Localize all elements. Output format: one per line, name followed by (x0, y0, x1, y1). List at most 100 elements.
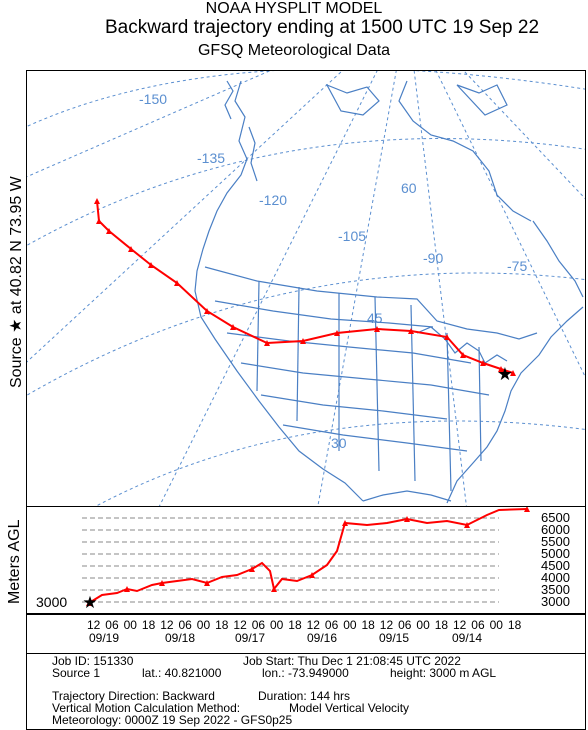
time-tick: 12 (233, 618, 247, 632)
trajectory-marker (309, 572, 315, 578)
west-coast (194, 80, 364, 502)
height-tick-5500: 5500 (541, 534, 570, 549)
state-lines-v1 (256, 280, 260, 392)
time-tick: 00 (489, 618, 503, 632)
time-tick: 18 (361, 618, 375, 632)
great-lakes (416, 326, 508, 364)
height-tick-5000: 5000 (541, 546, 570, 561)
meridian-105 (317, 71, 397, 506)
east-coast (446, 306, 584, 504)
profile-markers (86, 507, 530, 606)
trajectory-marker (264, 340, 270, 346)
time-tick: 00 (270, 618, 284, 632)
date-label-0914: 09/14 (452, 631, 483, 645)
height-tick-6000: 6000 (541, 522, 570, 537)
duration: Duration: 144 hrs (258, 689, 351, 703)
date-label-0919: 09/19 (89, 631, 120, 645)
trajectory-marker (444, 334, 450, 340)
time-tick: 00 (123, 618, 137, 632)
profile-svg: ★ (82, 507, 530, 612)
trajectory-marker (460, 352, 466, 358)
job-start: Job Start: Thu Dec 1 21:08:45 UTC 2022 (243, 654, 461, 668)
lat-label-60: 60 (401, 180, 417, 196)
trajectory-marker (148, 262, 154, 268)
lon-label-150: -150 (139, 91, 167, 107)
time-tick: 00 (416, 618, 430, 632)
coastline-and-borders (194, 80, 584, 504)
trajectory-marker (96, 218, 102, 224)
state-lines-2 (226, 332, 472, 364)
title-line-1: NOAA HYSPLIT MODEL (205, 0, 383, 17)
profile-gridlines (82, 517, 499, 603)
lon-label-135: -135 (197, 150, 225, 166)
trajectory-marker (300, 338, 306, 344)
trajectory-direction: Trajectory Direction: Backward (52, 689, 215, 703)
trajectory-marker (94, 198, 100, 204)
profile-trajectory-line (88, 508, 528, 604)
hudson-bay (398, 80, 532, 222)
height-tick-3000: 3000 (541, 594, 570, 609)
trajectory-marker (174, 280, 180, 286)
trajectory-marker (128, 246, 134, 252)
us-canada-border (204, 266, 538, 340)
time-tick: 12 (453, 618, 467, 632)
height-tick-4500: 4500 (541, 558, 570, 573)
trajectory-marker (124, 586, 130, 592)
time-tick: 12 (87, 618, 101, 632)
time-tick: 18 (141, 618, 156, 632)
parallel-60 (27, 138, 585, 246)
source-number: Source 1 (52, 666, 101, 680)
time-tick: 18 (215, 618, 229, 632)
vertical-method-value: Model Vertical Velocity (289, 701, 410, 715)
meridian-150 (27, 71, 271, 178)
profile-panel: ★ (26, 506, 586, 614)
labrador-coast (532, 220, 584, 298)
map-panel: -150 -135 -120 -105 -90 -75 60 45 30 (26, 70, 586, 507)
state-lines-4 (260, 394, 448, 420)
source-side-label: Source ★ at 40.82 N 73.95 W (8, 176, 25, 388)
lon-label-90: -90 (423, 250, 443, 266)
graticule (27, 71, 585, 506)
time-tick: 06 (105, 618, 119, 632)
source-lat: lat.: 40.821000 (142, 666, 222, 680)
time-tick: 12 (160, 618, 174, 632)
trajectory-marker (498, 366, 504, 372)
time-tick: 06 (324, 618, 339, 632)
trajectory-marker (404, 516, 410, 522)
time-tick: 06 (398, 618, 412, 632)
trajectory-marker (106, 228, 112, 234)
state-lines-v7 (478, 346, 482, 462)
vertical-method: Vertical Motion Calculation Method: (52, 701, 241, 715)
map-svg: -150 -135 -120 -105 -90 -75 60 45 30 (27, 71, 585, 506)
source-height-label: 3000 (36, 594, 68, 610)
source-height: height: 3000 m AGL (390, 666, 497, 680)
date-label-0916: 09/16 (307, 631, 338, 645)
trajectory-marker (342, 520, 348, 526)
job-id: Job ID: 151330 (52, 654, 134, 668)
map-trajectory (96, 200, 514, 374)
state-lines-v6 (446, 332, 452, 492)
trajectory-marker (480, 360, 486, 366)
lon-label-120: -120 (259, 192, 287, 208)
bc-islands (248, 126, 258, 182)
meridian-75 (435, 71, 585, 378)
trajectory-marker (86, 600, 92, 606)
state-lines-5 (282, 424, 468, 452)
profile-ylabel: Meters AGL (6, 519, 23, 604)
time-tick: 06 (471, 618, 485, 632)
lon-label-105: -105 (338, 228, 366, 244)
title-line-3: GFSQ Meteorological Data (197, 42, 391, 59)
meridian-120 (158, 71, 378, 506)
trajectory-marker (204, 308, 210, 314)
time-tick: 06 (251, 618, 266, 632)
time-tick: 18 (434, 618, 449, 632)
height-tick-3500: 3500 (541, 582, 570, 597)
trajectory-marker (374, 326, 380, 332)
lon-label-75: -75 (507, 258, 527, 274)
meridian-135 (27, 71, 343, 363)
alaska-coast (224, 80, 234, 120)
state-lines-v4 (374, 296, 380, 472)
state-lines-v2 (296, 286, 300, 422)
time-tick: 18 (507, 618, 522, 632)
time-tick: 00 (196, 618, 211, 632)
